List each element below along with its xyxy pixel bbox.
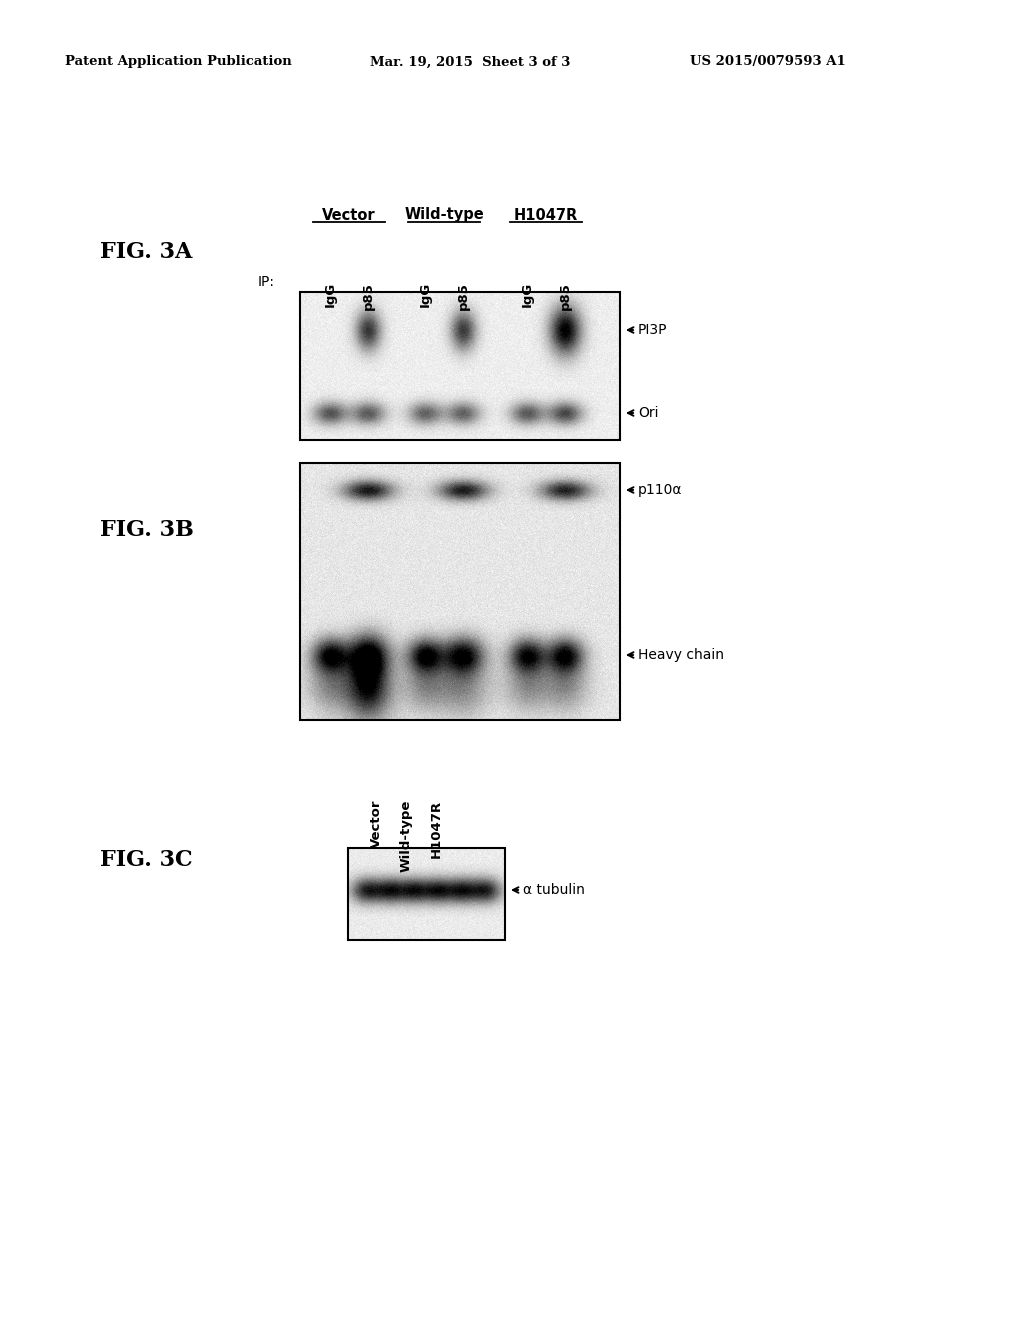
Text: Vector: Vector xyxy=(323,207,376,223)
Bar xyxy=(300,292,620,440)
Text: Wild-type: Wild-type xyxy=(404,207,484,223)
Text: H1047R: H1047R xyxy=(430,800,443,858)
Text: p85: p85 xyxy=(457,282,469,310)
Text: US 2015/0079593 A1: US 2015/0079593 A1 xyxy=(690,55,846,69)
Text: H1047R: H1047R xyxy=(514,207,579,223)
Text: PI3P: PI3P xyxy=(638,323,668,337)
Text: IP:: IP: xyxy=(258,275,275,289)
Text: p85: p85 xyxy=(361,282,375,310)
Text: Heavy chain: Heavy chain xyxy=(638,648,724,663)
Text: FIG. 3C: FIG. 3C xyxy=(100,849,193,871)
Text: Mar. 19, 2015  Sheet 3 of 3: Mar. 19, 2015 Sheet 3 of 3 xyxy=(370,55,570,69)
Bar xyxy=(348,847,505,940)
Text: IgG: IgG xyxy=(419,282,431,308)
Text: IgG: IgG xyxy=(520,282,534,308)
Text: FIG. 3A: FIG. 3A xyxy=(100,242,193,263)
Text: FIG. 3B: FIG. 3B xyxy=(100,519,194,541)
Text: Vector: Vector xyxy=(370,800,383,849)
Text: Wild-type: Wild-type xyxy=(400,800,413,873)
Text: IgG: IgG xyxy=(324,282,337,308)
Text: p110α: p110α xyxy=(638,483,683,498)
Text: Patent Application Publication: Patent Application Publication xyxy=(65,55,292,69)
Text: α tubulin: α tubulin xyxy=(523,883,585,898)
Text: p85: p85 xyxy=(558,282,571,310)
Text: Ori: Ori xyxy=(638,407,658,420)
Bar xyxy=(300,463,620,719)
